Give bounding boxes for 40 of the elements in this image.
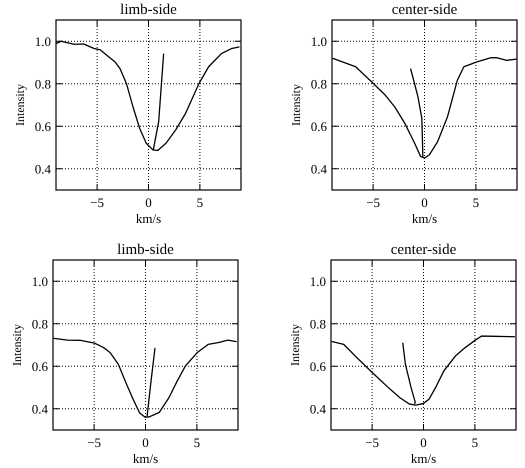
x-tick-label: 0 <box>421 195 428 210</box>
x-tick-label: −5 <box>366 195 380 210</box>
y-tick-label: 0.6 <box>310 118 328 134</box>
y-tick-label: 1.0 <box>310 274 326 289</box>
x-axis-title: km/s <box>412 211 438 226</box>
chart-title: limb-side <box>120 2 178 18</box>
y-tick-label: 0.6 <box>34 118 52 134</box>
y-tick-label: 0.4 <box>32 401 48 416</box>
y-tick-label: 1.0 <box>34 34 51 49</box>
x-axis-title: km/s <box>410 451 436 466</box>
chart-title: center-side <box>390 242 457 258</box>
y-axis-title: Intensity <box>10 324 24 366</box>
y-tick-label: 0.4 <box>310 161 328 176</box>
y-tick-label: 0.4 <box>310 401 326 416</box>
y-tick-label: 0.6 <box>310 358 326 374</box>
x-tick-label: 0 <box>142 435 149 450</box>
chart-title: limb-side <box>117 242 174 258</box>
x-axis-title: km/s <box>136 211 162 226</box>
y-tick-label: 0.8 <box>34 76 51 92</box>
x-tick-label: 5 <box>196 195 204 210</box>
x-tick-label: 5 <box>472 435 478 450</box>
y-tick-label: 1.0 <box>310 34 327 49</box>
chart-title: center-side <box>392 2 458 18</box>
x-tick-label: 5 <box>472 195 480 210</box>
x-tick-label: 5 <box>194 435 200 450</box>
y-tick-label: 0.8 <box>32 316 48 332</box>
x-tick-label: −5 <box>365 435 380 450</box>
x-axis-title: km/s <box>132 451 158 466</box>
x-tick-label: 0 <box>420 435 427 450</box>
x-tick-label: −5 <box>90 195 104 210</box>
y-tick-label: 1.0 <box>32 274 48 289</box>
y-axis-title: Intensity <box>289 84 303 126</box>
x-tick-label: −5 <box>87 435 102 450</box>
y-axis-title: Intensity <box>288 324 302 366</box>
y-tick-label: 0.6 <box>32 358 48 374</box>
y-tick-label: 0.8 <box>310 316 326 332</box>
y-axis-title: Intensity <box>13 84 27 126</box>
x-tick-label: 0 <box>145 195 152 210</box>
y-tick-label: 0.8 <box>310 76 327 92</box>
y-tick-label: 0.4 <box>34 161 52 176</box>
